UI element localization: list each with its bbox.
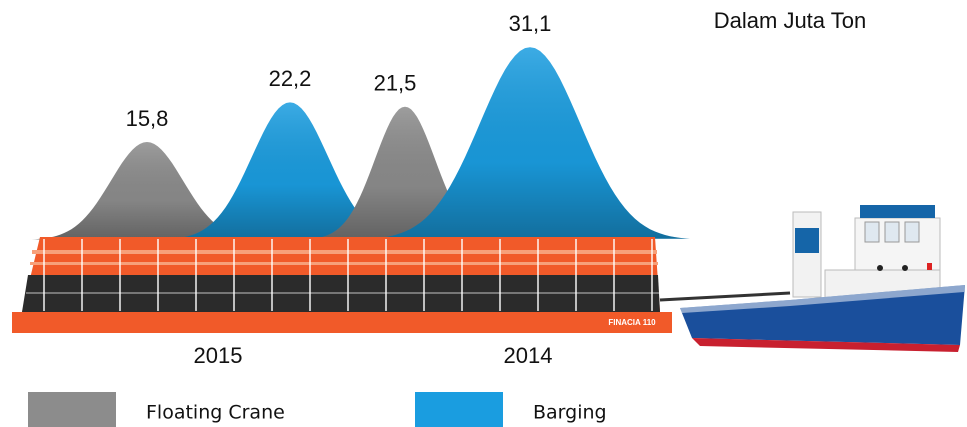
barge-stripe	[26, 292, 659, 294]
barge-ribs	[43, 239, 653, 311]
barge-deck	[12, 312, 672, 333]
barge: FINACIA 110	[12, 237, 672, 333]
legend-swatch	[415, 392, 503, 427]
mast-band	[795, 228, 819, 253]
value-label: 15,8	[126, 106, 169, 131]
legend-label: Floating Crane	[146, 402, 285, 424]
hull-stripe	[692, 338, 960, 352]
legend-swatch	[28, 392, 116, 427]
tow-rope	[659, 291, 791, 302]
bridge-roof	[860, 205, 935, 218]
mountains	[31, 47, 690, 240]
window	[864, 221, 880, 243]
barge-stripe	[32, 250, 657, 254]
mountain-shade	[168, 102, 412, 240]
category-label: 2014	[504, 343, 553, 368]
window	[884, 221, 900, 243]
value-label: 22,2	[269, 66, 312, 91]
barge-stripe	[30, 262, 658, 265]
mountain-shade	[370, 47, 690, 239]
category-label: 2015	[194, 343, 243, 368]
mast	[792, 211, 822, 298]
mountain-shade	[31, 142, 263, 240]
light	[927, 263, 932, 270]
porthole	[902, 265, 908, 271]
value-label: 31,1	[509, 11, 552, 36]
legend-label: Barging	[533, 402, 607, 424]
tugboat	[680, 205, 965, 352]
hull	[680, 285, 965, 345]
hull-trim	[680, 285, 965, 313]
porthole	[877, 265, 883, 271]
window	[904, 221, 920, 243]
barge-label: FINACIA 110	[608, 318, 656, 327]
value-label: 21,5	[374, 71, 417, 96]
unit-note: Dalam Juta Ton	[714, 8, 866, 33]
